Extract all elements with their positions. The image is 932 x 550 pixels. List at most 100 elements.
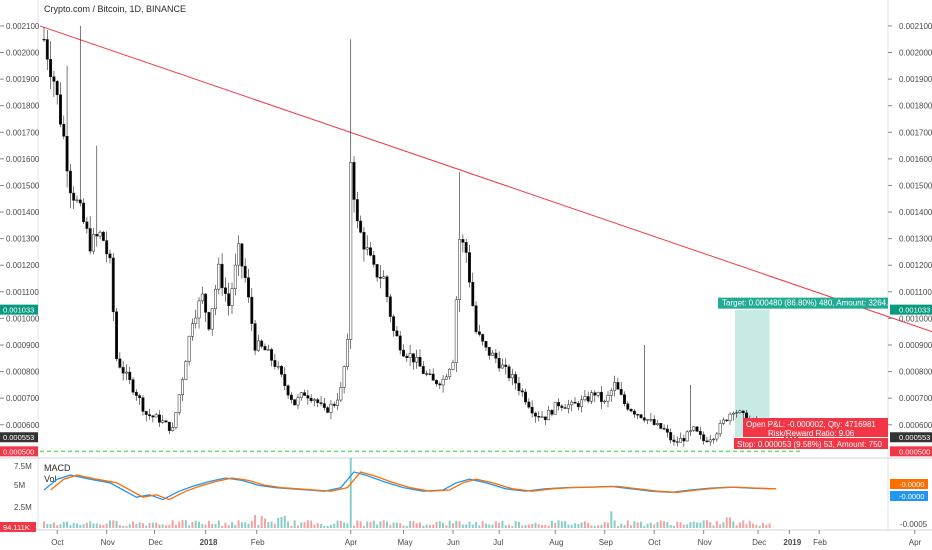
candle-body <box>263 346 267 351</box>
volume-bar <box>445 525 448 528</box>
candle-body <box>494 352 498 359</box>
candle-body <box>372 255 376 265</box>
volume-bar <box>504 525 507 528</box>
price-tick-right: 0.001200 <box>899 261 932 270</box>
candle-body <box>712 438 715 441</box>
trendline[interactable] <box>39 25 932 333</box>
volume-bar <box>422 525 425 528</box>
price-tick-left: 0.001300 <box>6 235 40 244</box>
volume-bar <box>145 525 148 528</box>
price-tick-right: 0.000800 <box>899 368 932 377</box>
volume-bar <box>653 524 656 528</box>
volume-bar <box>715 521 718 528</box>
candle-body <box>405 355 409 358</box>
volume-bar <box>583 521 586 528</box>
volume-bar <box>237 520 240 528</box>
volume-bar <box>310 520 313 528</box>
volume-bar <box>99 524 102 528</box>
volume-bar <box>649 522 652 528</box>
volume-bar <box>491 524 494 528</box>
price-tick-left: 0.000700 <box>6 394 40 403</box>
volume-bar <box>211 523 214 528</box>
volume-bar <box>554 522 557 528</box>
candle-body <box>474 305 478 332</box>
volume-bar <box>616 525 619 528</box>
candle-body <box>349 162 353 340</box>
target-box <box>718 297 888 309</box>
volume-bar <box>323 525 326 528</box>
volume-bar <box>560 521 563 528</box>
candle-body <box>563 407 567 409</box>
candle-body <box>728 413 732 422</box>
price-tick-right: 0.002100 <box>899 22 932 31</box>
volume-bar <box>626 520 629 528</box>
candle-body <box>355 199 359 222</box>
candle-body <box>636 414 640 416</box>
candle-body <box>65 136 69 172</box>
volume-bar <box>118 524 121 528</box>
position-labels: Target: 0.000480 (86.80%) 480, Amount: 3… <box>718 297 888 449</box>
volume-bar <box>184 520 187 528</box>
time-tick-label: Feb <box>251 538 265 547</box>
candle-body <box>411 353 415 363</box>
volume-bar <box>547 525 550 528</box>
candle-body <box>408 353 412 358</box>
risk-reward-text: Risk/Reward Ratio: 9.06 <box>768 429 855 438</box>
price-tick-left: 0.001000 <box>6 314 40 323</box>
volume-bar <box>722 522 725 528</box>
candle-body <box>537 416 541 418</box>
candle-body <box>362 232 366 250</box>
candle-body <box>421 366 425 374</box>
volume-bar <box>666 522 669 528</box>
candle-body <box>293 399 297 406</box>
volume-bar <box>577 524 580 528</box>
candle-body <box>454 299 458 363</box>
candle-body <box>336 399 339 406</box>
candle-body <box>283 374 287 386</box>
volume-bar <box>593 525 596 528</box>
candle-body <box>230 288 234 306</box>
volume-bar <box>702 520 705 528</box>
volume-bar <box>366 521 369 528</box>
candle-body <box>580 399 584 408</box>
volume-bar <box>372 520 375 528</box>
volume-bar <box>376 524 379 528</box>
candle-body <box>359 220 363 233</box>
volume-bar <box>138 522 141 528</box>
candle-body <box>679 438 683 443</box>
candle-body <box>227 293 231 306</box>
candle-body <box>256 340 260 351</box>
volume-bar <box>511 525 514 528</box>
volume-bar <box>194 520 197 528</box>
volume-bar <box>676 521 679 528</box>
candle-body <box>705 440 709 443</box>
volume-bar <box>56 525 59 528</box>
volume-bar <box>405 525 408 528</box>
volume-bar <box>415 523 418 528</box>
candle-body <box>204 293 208 313</box>
volume-bar <box>392 522 395 528</box>
candle-body <box>190 323 194 337</box>
volume-bar <box>217 520 220 528</box>
vol-tick-2-5m: 2.5M <box>14 503 32 512</box>
volume-bar <box>679 522 682 528</box>
volume-bar <box>362 525 365 528</box>
volume-bar <box>290 525 293 528</box>
volume-bar <box>587 522 590 528</box>
candle-body <box>685 431 689 442</box>
volume-bar <box>263 518 266 528</box>
volume-bar <box>672 525 675 528</box>
candle-body <box>458 239 462 300</box>
candle-body <box>435 380 438 385</box>
candle-body <box>626 403 630 410</box>
price-tick-right: 0.001600 <box>899 155 932 164</box>
volume-bar <box>758 525 761 528</box>
volume-bar <box>610 511 613 528</box>
candle-body <box>200 293 204 302</box>
candle-body <box>520 390 524 393</box>
candle-body <box>491 352 495 356</box>
stop-box <box>734 438 888 449</box>
price-tag-left <box>0 446 38 457</box>
volume-bar <box>174 524 177 528</box>
